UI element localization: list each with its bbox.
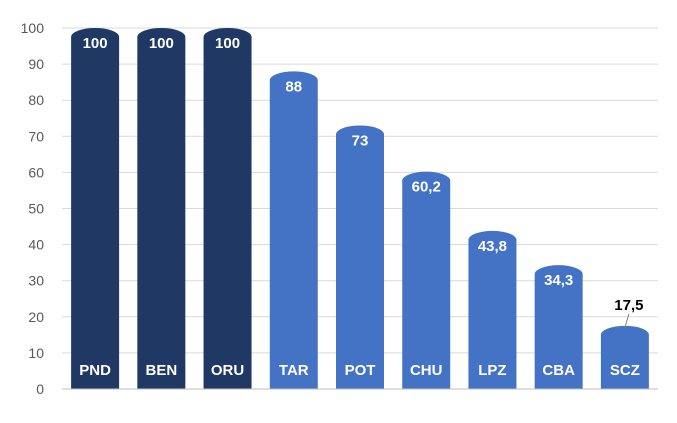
bar-scz: [600, 325, 649, 389]
bar-lpz: [468, 230, 517, 389]
category-label: POT: [345, 362, 376, 379]
category-label: CHU: [410, 362, 443, 379]
y-tick-label: 100: [21, 20, 45, 36]
bar-ben: [137, 28, 186, 389]
y-tick-label: 80: [28, 92, 44, 108]
data-labels: 100 100 100 88 73 60,2 43,8 34,3 17,5: [83, 35, 643, 328]
category-label: LPZ: [478, 362, 506, 379]
y-tick-label: 10: [28, 345, 44, 361]
data-label: 43,8: [478, 238, 507, 255]
category-label: CBA: [542, 362, 575, 379]
bar-chu: [402, 171, 451, 389]
data-label: 73: [352, 132, 369, 149]
y-tick-label: 0: [36, 381, 44, 397]
bar-cba: [534, 265, 583, 389]
category-label: SCZ: [610, 362, 640, 379]
y-tick-label: 90: [28, 56, 44, 72]
category-label: PND: [79, 362, 111, 379]
y-tick-label: 50: [28, 201, 44, 217]
y-axis-tick-labels: 0 10 20 30 40 50 60 70 80 90 100: [21, 20, 45, 397]
data-label: 60,2: [412, 179, 441, 196]
data-label: 34,3: [544, 272, 573, 289]
bar-oru: [203, 28, 252, 389]
category-labels: PND BEN ORU TAR POT CHU LPZ CBA SCZ: [79, 362, 640, 379]
bar-pot: [336, 125, 384, 389]
category-label: BEN: [145, 362, 177, 379]
bar-tar: [269, 71, 318, 389]
bars: [71, 28, 649, 389]
y-tick-label: 40: [28, 237, 44, 253]
data-label: 100: [83, 35, 108, 52]
data-label: 100: [149, 35, 174, 52]
data-label: 17,5: [614, 297, 643, 314]
bar-pnd: [71, 28, 120, 389]
y-tick-label: 60: [28, 164, 44, 180]
category-label: ORU: [211, 362, 244, 379]
y-tick-label: 70: [28, 128, 44, 144]
data-label: 88: [285, 78, 302, 95]
category-label: TAR: [279, 362, 309, 379]
data-label: 100: [215, 35, 240, 52]
y-tick-label: 20: [28, 309, 44, 325]
y-tick-label: 30: [28, 273, 44, 289]
label-leader-line: [624, 313, 630, 328]
